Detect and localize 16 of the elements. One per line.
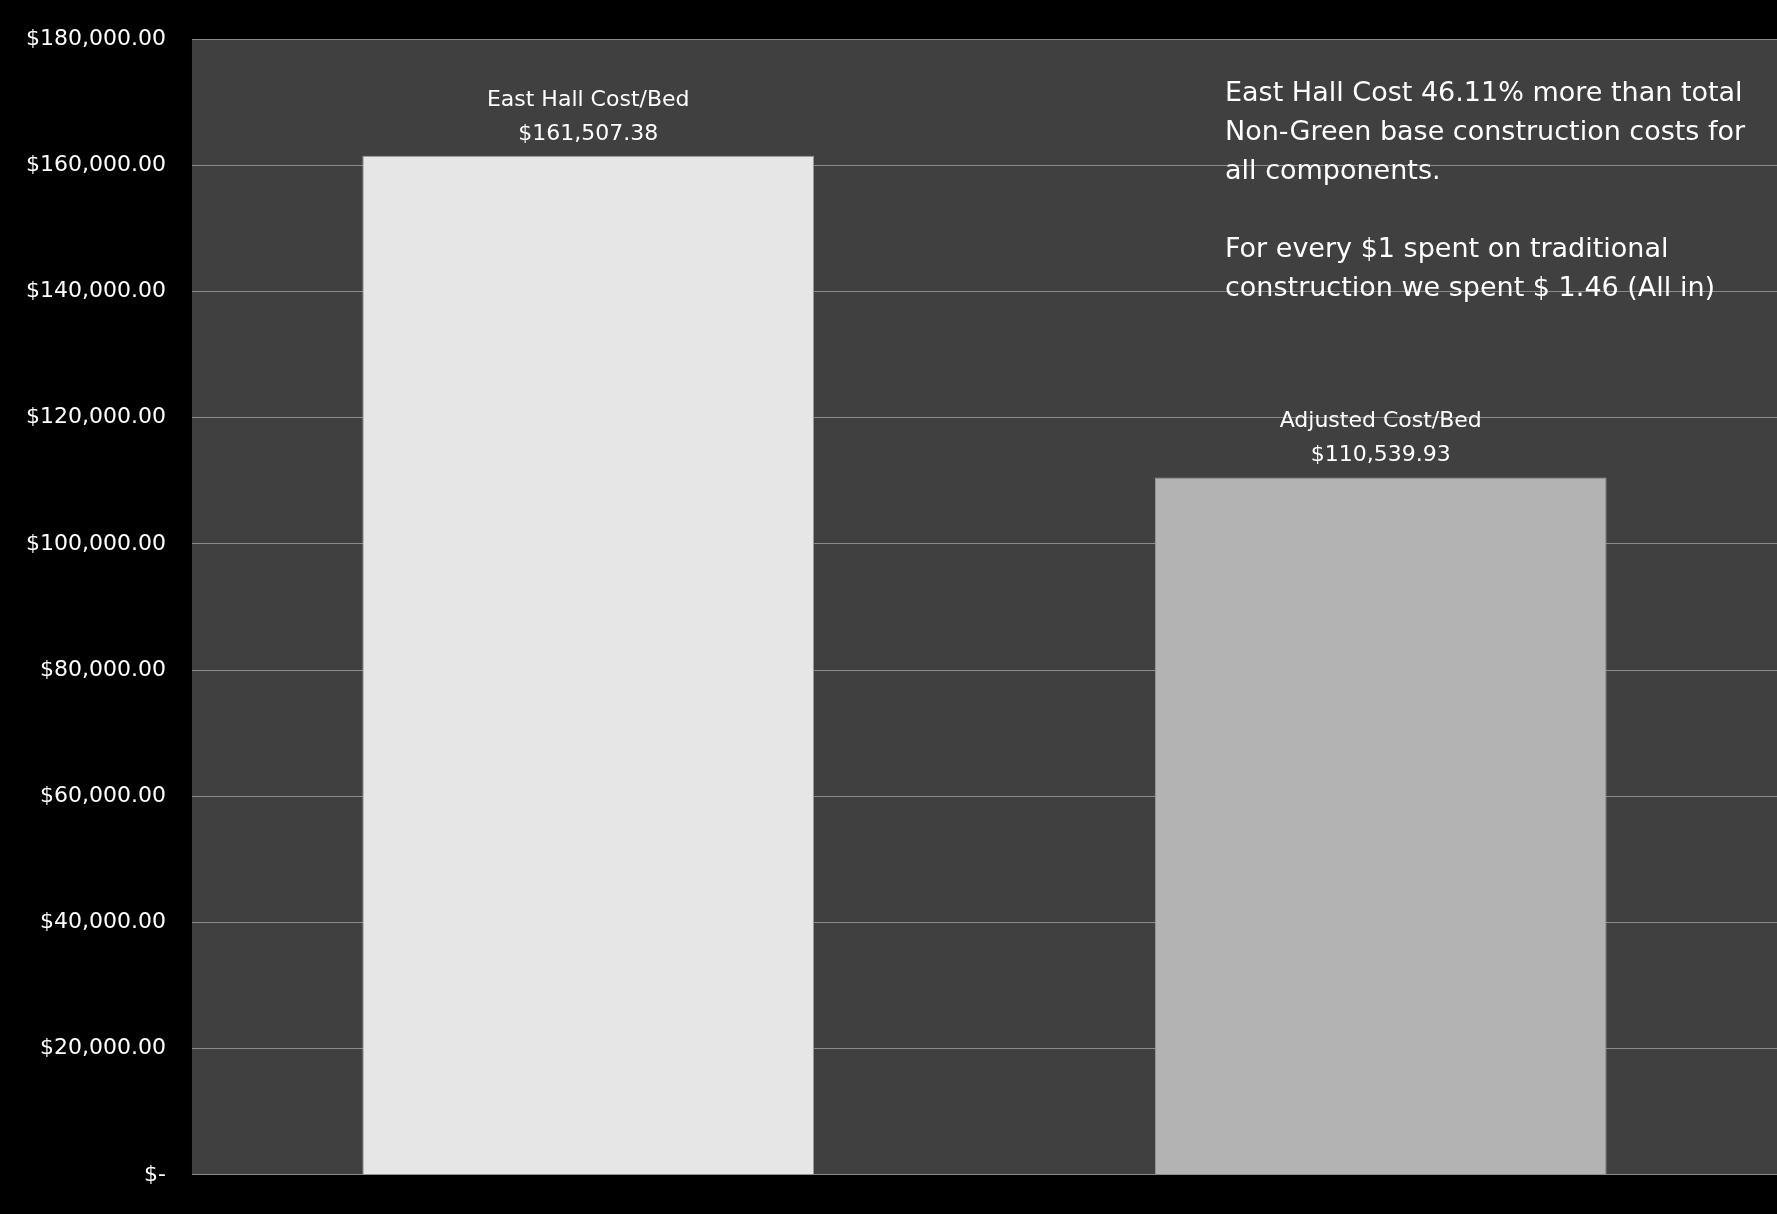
- y-tick-label: $-: [144, 1160, 166, 1186]
- y-tick-label: $180,000.00: [25, 24, 166, 50]
- y-tick-label: $60,000.00: [39, 781, 166, 807]
- y-tick-label: $80,000.00: [39, 655, 166, 681]
- x-tick-label: Adjusted Cost/Bed: [1279, 407, 1482, 433]
- y-tick-label: $100,000.00: [25, 529, 166, 555]
- y-tick-label: $20,000.00: [39, 1034, 166, 1060]
- annotation: For every $1 spent on traditional construction we spent $ 1.46 (All in): [1225, 231, 1717, 304]
- annotation: East Hall Cost 46.11% more than total Non-Green base construction costs for all components.: [1225, 75, 1747, 187]
- data-label: $110,539.93: [1310, 441, 1451, 467]
- y-tick-label: $160,000.00: [25, 151, 166, 177]
- y-tick-label: $140,000.00: [25, 277, 166, 303]
- x-tick-label: East Hall Cost/Bed: [486, 85, 690, 111]
- y-tick-label: $40,000.00: [39, 908, 166, 934]
- y-tick-label: $120,000.00: [25, 403, 166, 429]
- data-label: $161,507.38: [518, 119, 659, 145]
